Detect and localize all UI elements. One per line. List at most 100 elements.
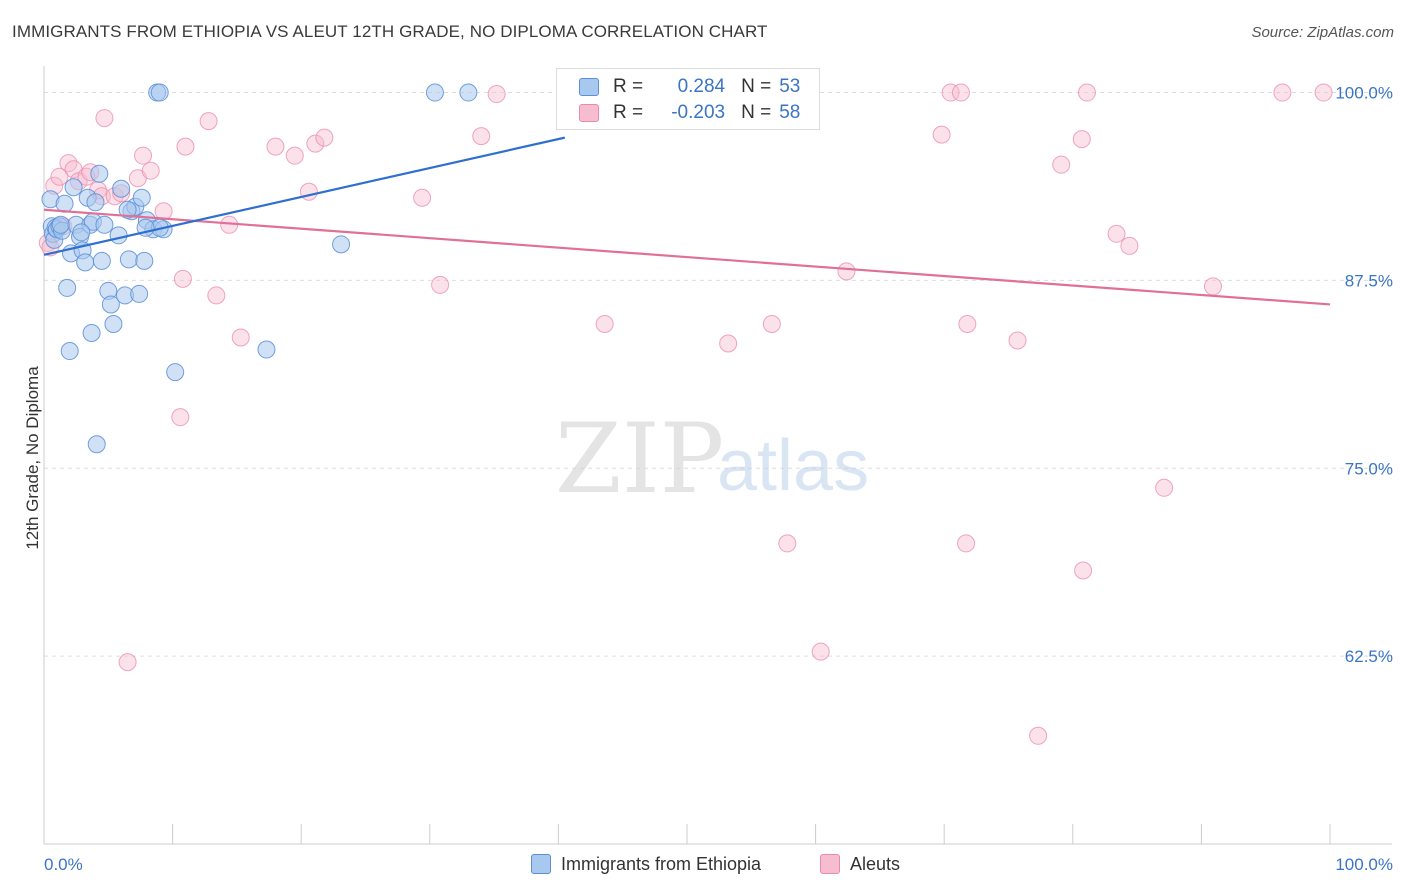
n-label: N = [741,102,772,123]
stats-row-ethiopia: R = 0.284 N = 53 [579,74,800,100]
aleuts-point [951,83,970,102]
ethiopia-point [109,226,128,245]
ethiopia-point [118,200,137,219]
aleuts-point [431,275,450,294]
grid-lines [44,92,1392,657]
ethiopia-swatch [579,78,599,96]
ethiopia-point [425,83,444,102]
legend-label-aleuts: Aleuts [850,853,901,874]
stats-row-aleuts: R = -0.203 N = 58 [579,100,800,126]
ethiopia-point [459,83,478,102]
watermark-atlas: atlas [717,426,869,506]
aleuts-point [1072,130,1091,149]
aleuts-point [141,161,160,180]
ethiopia-point [72,223,91,242]
aleuts-point [957,534,976,553]
ethiopia-point [64,178,83,197]
r-value: 0.284 [677,76,726,97]
ethiopia-point [132,188,151,207]
legend-item-aleuts[interactable]: Aleuts [820,852,900,876]
ethiopia-point [92,251,111,270]
ethiopia-point [60,342,79,361]
x-tick-label-max: 100.0% [1335,855,1393,874]
axes [43,66,1392,845]
aleuts-point [199,112,218,131]
aleuts-point [176,137,195,156]
aleuts-point [207,286,226,305]
aleuts-swatch [579,104,599,122]
aleuts-point [95,109,114,128]
aleuts-point [1155,478,1174,497]
aleuts-point [134,146,153,165]
ethiopia-legend-swatch [531,854,551,874]
ethiopia-point [86,193,105,212]
aleuts-point [413,188,432,207]
x-tick-label-min: 0.0% [44,855,83,874]
ethiopia-point [51,215,70,234]
aleuts-point [941,83,960,102]
aleuts-point [306,134,325,153]
ethiopia-point [76,253,95,272]
aleuts-point [231,328,250,347]
y-tick-labels: 100.0% 87.5% 75.0% 62.5% [1335,84,1393,667]
source-label: Source: ZipAtlas.com [1251,24,1394,41]
n-value: 53 [779,76,801,97]
r-label: R = [613,102,644,123]
x-tick-labels: 0.0% 100.0% [44,855,1393,874]
aleuts-point [487,85,506,104]
series-ethiopia-points [41,83,478,454]
n-value: 58 [779,102,801,123]
aleuts-point [1029,726,1048,745]
aleuts-point [1107,224,1126,243]
aleuts-point [719,334,738,353]
ethiopia-point [119,250,138,269]
aleuts-point [1273,83,1292,102]
aleuts-point [811,642,830,661]
aleuts-point [118,653,137,672]
y-tick-label: 100.0% [1335,84,1393,103]
ethiopia-point [55,194,74,213]
r-label: R = [613,76,644,97]
aleuts-point [958,314,977,333]
legend-item-ethiopia[interactable]: Immigrants from Ethiopia [531,852,761,876]
aleuts-point [472,127,491,146]
aleuts-point [266,137,285,156]
chart-title: IMMIGRANTS FROM ETHIOPIA VS ALEUT 12TH G… [12,22,768,41]
trend-lines [43,136,1331,306]
y-tick-label: 87.5% [1345,271,1393,290]
ethiopia-point [101,295,120,314]
ethiopia-point [257,340,276,359]
aleuts-point [837,262,856,281]
aleuts-point [1074,561,1093,580]
y-axis-label: 12th Grade, No Diploma [23,366,42,550]
aleuts-point [1314,83,1333,102]
aleuts-point [1203,277,1222,296]
aleuts-point [595,314,614,333]
aleuts-point [1052,155,1071,174]
ethiopia-point [82,324,101,343]
ethiopia-point [112,179,131,198]
aleuts-trend-line [43,208,1331,306]
n-label: N = [741,76,772,97]
y-tick-label: 75.0% [1345,459,1393,478]
aleuts-point [762,314,781,333]
ethiopia-point [135,251,154,270]
aleuts-point [1008,331,1027,350]
aleuts-point [171,408,190,427]
aleuts-point [1120,236,1139,255]
ethiopia-point [104,314,123,333]
ethiopia-point [90,164,109,183]
aleuts-legend-swatch [820,854,840,874]
ethiopia-point [58,278,77,297]
aleuts-point [1077,83,1096,102]
r-value: -0.203 [671,102,726,123]
watermark: ZIP atlas [555,403,869,515]
ethiopia-point [95,215,114,234]
ethiopia-point [130,284,149,303]
aleuts-point [59,154,78,173]
ethiopia-trend-line [43,136,566,256]
aleuts-point [778,534,797,553]
aleuts-point [932,125,951,144]
legend-label-ethiopia: Immigrants from Ethiopia [561,853,762,874]
aleuts-point [173,269,192,288]
